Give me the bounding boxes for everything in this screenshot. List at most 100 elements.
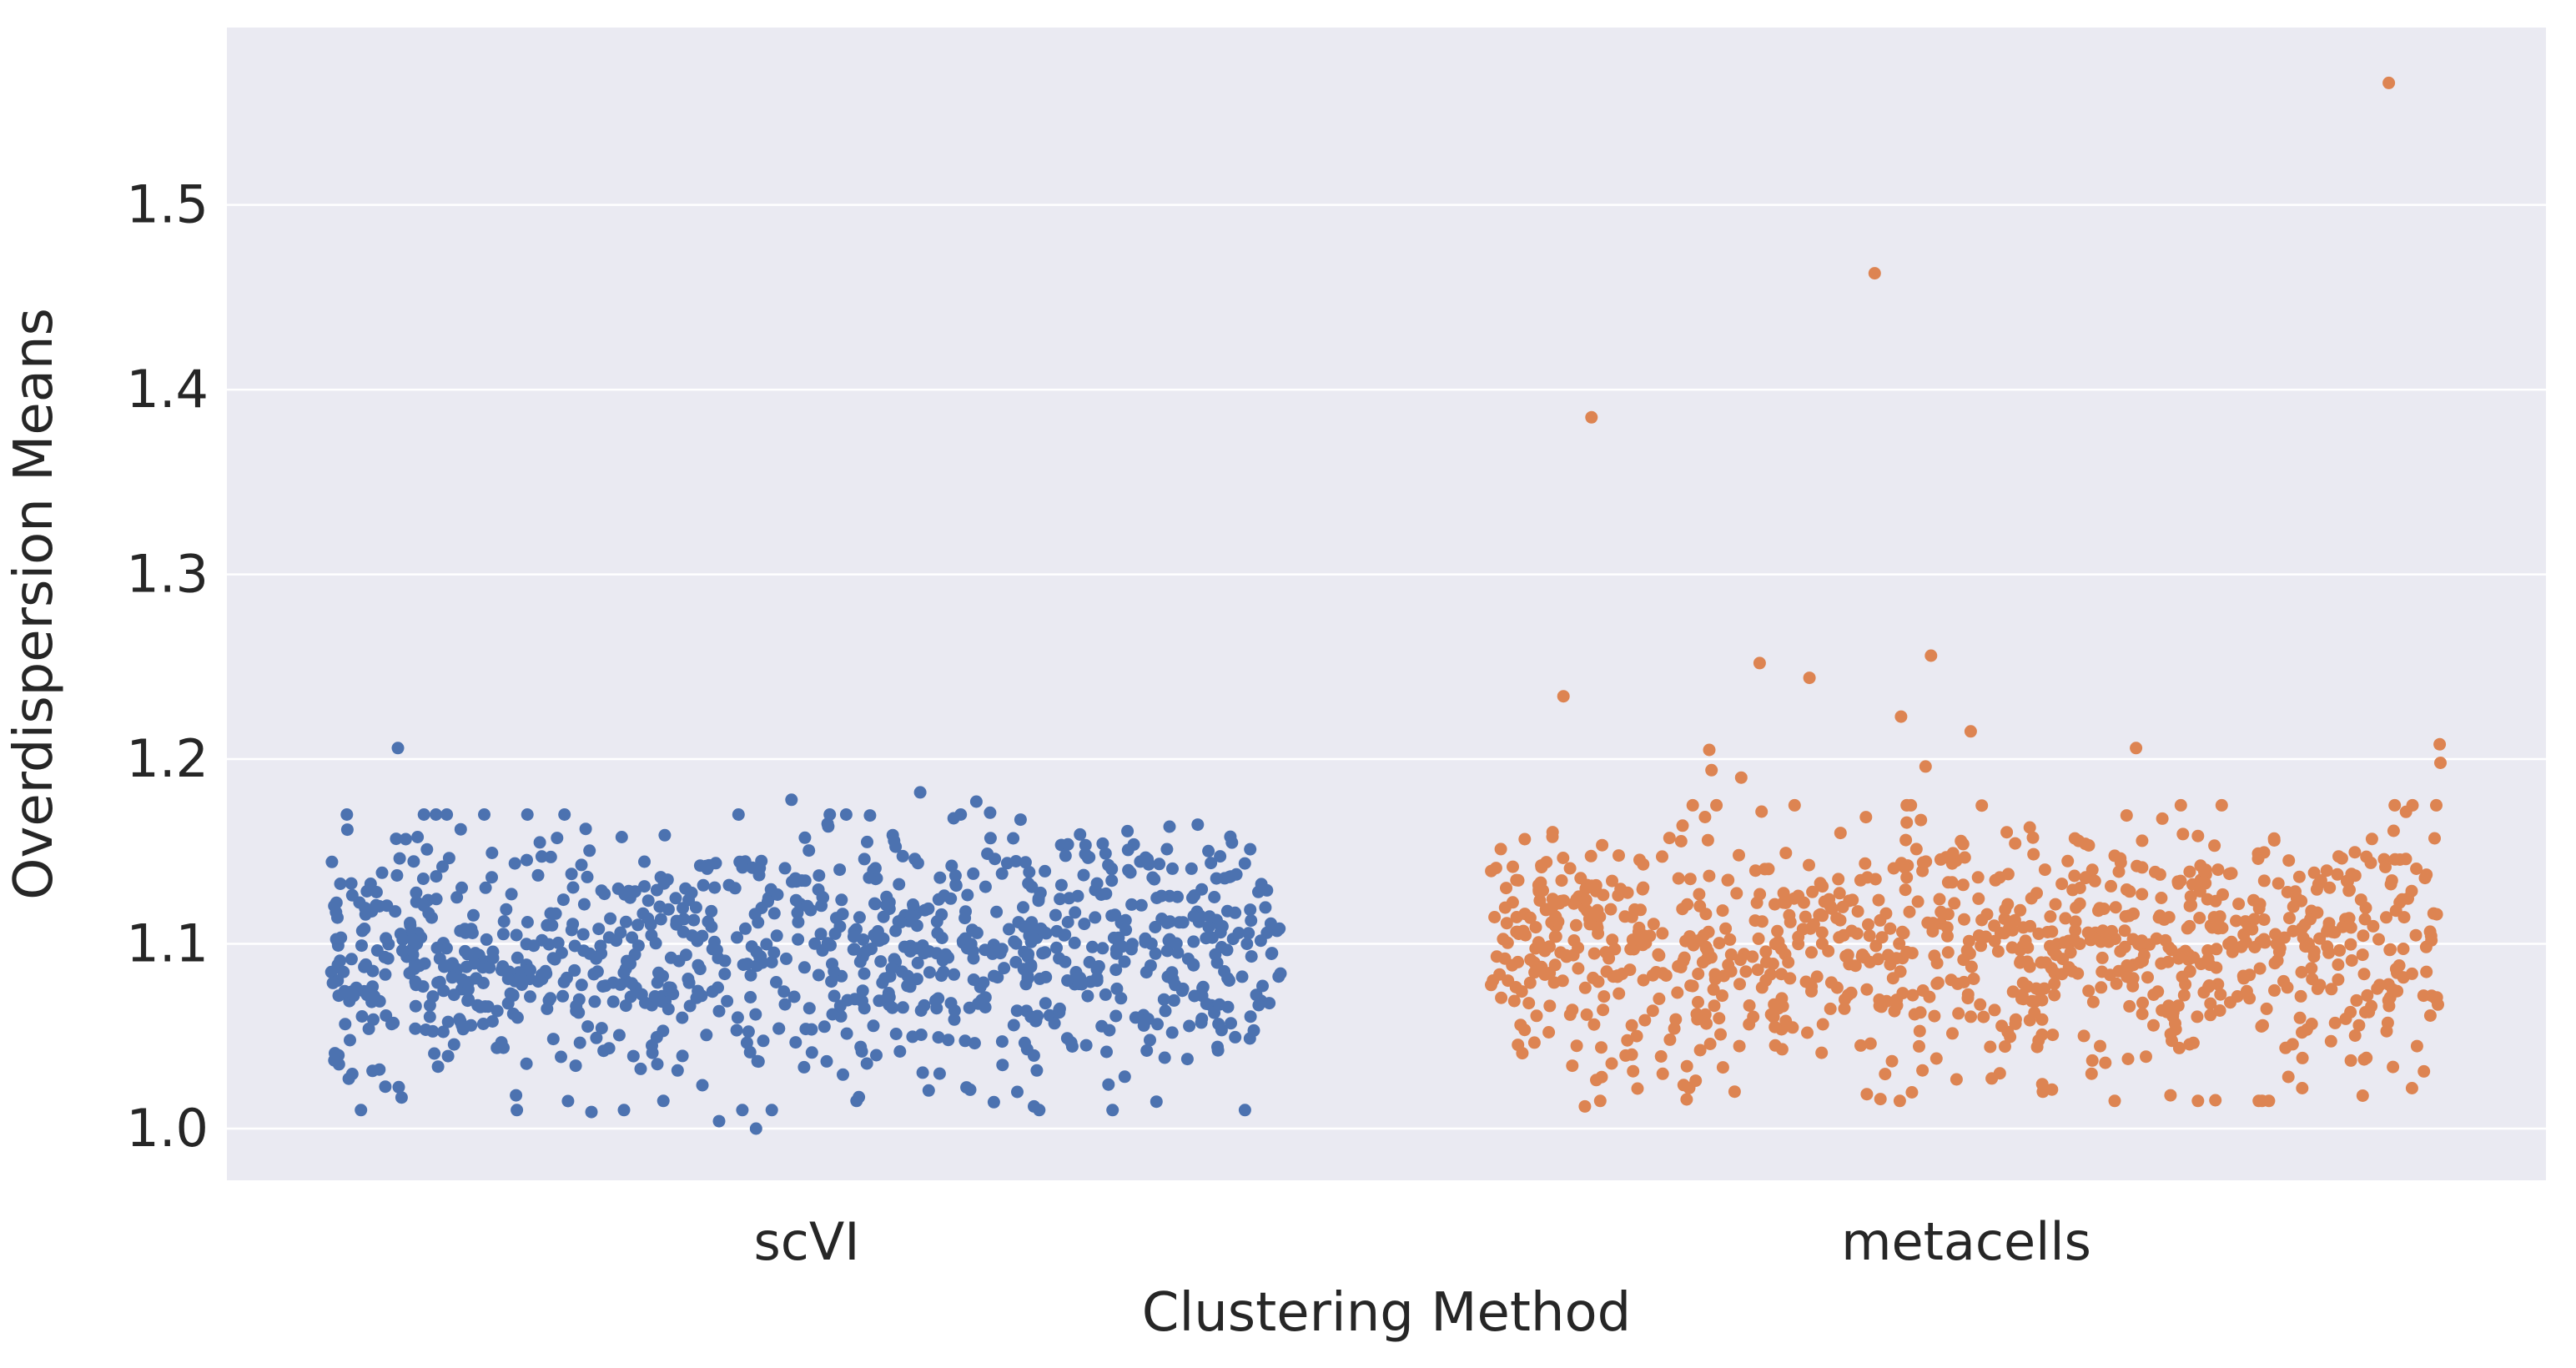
data-point	[2030, 887, 2043, 900]
data-point	[423, 1010, 436, 1023]
data-point	[1693, 1044, 1707, 1057]
data-point	[1948, 897, 1961, 910]
data-point	[969, 795, 983, 808]
data-point	[1214, 926, 1227, 939]
data-point	[491, 1041, 504, 1054]
data-point	[995, 943, 1009, 956]
data-point	[409, 999, 422, 1013]
data-point	[1874, 1093, 1887, 1106]
data-point	[381, 952, 395, 965]
data-point	[1488, 911, 1502, 923]
data-point	[1053, 952, 1066, 965]
data-point	[2323, 881, 2337, 894]
data-point	[481, 1000, 495, 1013]
data-point	[1164, 915, 1176, 928]
data-point	[1748, 864, 1762, 878]
data-point	[798, 874, 812, 888]
data-point	[1724, 948, 1738, 961]
data-point	[2231, 990, 2244, 1003]
data-point	[1185, 862, 1198, 875]
data-point	[2147, 988, 2161, 1001]
data-point	[1856, 948, 1869, 962]
data-point	[1663, 832, 1676, 845]
data-point	[2388, 852, 2402, 866]
data-point	[1842, 988, 1854, 1002]
data-point	[1597, 990, 1611, 1003]
data-point	[901, 969, 914, 983]
data-point	[1500, 882, 1512, 895]
data-point	[2077, 1029, 2090, 1043]
data-point	[2152, 911, 2166, 924]
data-point	[893, 878, 906, 891]
data-point	[2260, 1002, 2273, 1015]
data-point	[506, 988, 520, 1002]
data-point	[1225, 836, 1239, 849]
data-point	[2399, 805, 2412, 818]
data-point	[1875, 931, 1889, 944]
data-point	[657, 877, 671, 890]
data-point	[1621, 1034, 1634, 1047]
data-point	[566, 918, 580, 931]
data-point	[1913, 1024, 1926, 1038]
data-point	[1834, 827, 1847, 840]
data-point	[687, 913, 701, 927]
data-point	[1274, 967, 1287, 980]
data-point	[2419, 940, 2433, 953]
data-point	[778, 998, 792, 1011]
data-point	[1837, 928, 1850, 942]
data-point	[1142, 858, 1155, 871]
data-point	[1753, 656, 1766, 670]
data-point	[1030, 1064, 1044, 1077]
data-point	[948, 869, 962, 883]
data-point	[1929, 1052, 1943, 1065]
data-point	[2357, 1053, 2371, 1066]
data-point	[986, 947, 999, 960]
data-point	[798, 831, 812, 844]
data-point	[1109, 1009, 1123, 1023]
data-point	[340, 823, 354, 837]
data-point	[2103, 968, 2116, 982]
data-point	[1563, 862, 1577, 875]
data-point	[634, 1062, 647, 1075]
data-point	[930, 1002, 943, 1015]
data-point	[511, 951, 524, 964]
data-point	[431, 1060, 445, 1074]
data-point	[1999, 1040, 2011, 1054]
data-point	[990, 905, 1004, 918]
data-point	[1779, 847, 1793, 860]
data-point	[696, 1079, 709, 1092]
data-point	[2391, 984, 2404, 998]
data-point	[1208, 891, 1221, 903]
data-point	[2387, 824, 2400, 837]
data-point	[347, 989, 360, 1003]
data-point	[1105, 874, 1119, 888]
data-point	[825, 975, 838, 988]
data-point	[544, 907, 557, 920]
data-point	[1889, 952, 1903, 965]
data-point	[2073, 882, 2086, 894]
data-point	[1680, 1059, 1693, 1073]
data-point	[2127, 907, 2140, 920]
data-point	[833, 999, 847, 1013]
data-point	[2079, 837, 2092, 851]
data-point	[565, 868, 578, 881]
data-point	[1163, 820, 1176, 833]
data-point	[918, 903, 932, 917]
data-point	[1957, 975, 1970, 988]
data-point	[2247, 913, 2261, 926]
data-point	[1676, 819, 1689, 832]
data-point	[2379, 860, 2392, 873]
data-point	[1792, 889, 1805, 903]
data-point	[767, 946, 781, 959]
data-point	[1522, 997, 1536, 1010]
data-point	[1144, 959, 1157, 973]
data-point	[1887, 862, 1900, 875]
data-point	[387, 1016, 400, 1029]
data-point	[539, 964, 552, 978]
data-point	[658, 828, 672, 842]
data-point	[1200, 932, 1213, 945]
data-point	[2269, 928, 2282, 941]
data-point	[1068, 936, 1081, 949]
data-point	[728, 882, 742, 895]
data-point	[1556, 974, 1569, 988]
